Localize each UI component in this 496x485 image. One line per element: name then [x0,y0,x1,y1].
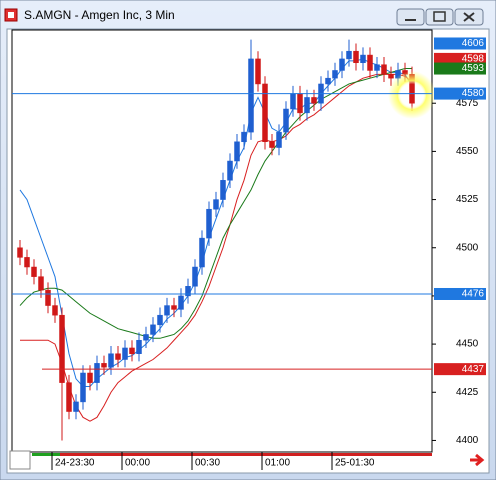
candle-body [346,50,352,60]
y-tick-label: 4500 [456,242,479,253]
candle-body [339,58,345,71]
candle-body [59,314,65,383]
price-tag-label: 4606 [462,38,485,49]
x-tick-label: 01:00 [265,458,290,469]
window-title: S.AMGN - Amgen Inc, 3 Min [24,8,175,22]
close-icon [463,12,475,22]
candle-body [332,70,338,79]
candle-body [248,58,254,133]
maximize-button[interactable] [425,8,454,26]
candle-body [269,141,275,148]
candle-body [311,97,317,104]
candle-body [220,180,226,200]
candle-body [388,74,394,79]
candle-body [213,199,219,210]
price-tag-label: 4437 [462,364,485,375]
maximize-icon [433,11,446,22]
price-tag [434,287,486,300]
candle-body [227,160,233,181]
price-tag [434,87,486,100]
moving-average-line [19,68,412,339]
session-strip-red [60,453,432,456]
candle-body [367,54,373,71]
price-tag [434,363,486,376]
candle-body [66,382,72,412]
y-tick-label: 4575 [456,98,479,109]
candle-body [164,305,170,316]
candle-body [360,54,366,64]
candle-body [325,77,331,85]
candle-body [143,334,149,341]
y-tick-label: 4450 [456,339,479,350]
candle-body [374,64,380,71]
candle-body [381,64,387,75]
candle-body [199,237,205,268]
candle-body [108,353,114,368]
candle-body [31,266,37,277]
candle-body [150,324,156,335]
candle-body [115,353,121,360]
x-tick-label: 00:00 [125,458,150,469]
candle-body [262,83,268,143]
plot-content [17,39,415,441]
candle-body [206,208,212,239]
candle-body [255,58,261,85]
candle-body [290,93,296,110]
candle-body [80,372,86,403]
y-tick-label: 4550 [456,146,479,157]
candle-body [171,305,177,310]
candle-body [276,131,282,148]
candle-body [157,314,163,326]
price-tag-label: 4598 [462,54,485,65]
candle-body [136,339,142,354]
minimize-button[interactable] [396,8,425,26]
highlight-glow [388,71,436,119]
window-icon-inner [8,12,14,18]
candle-body [185,286,191,297]
candle-body [353,50,359,64]
candle-body [45,289,51,306]
y-tick-label: 4400 [456,435,479,446]
y-tick-label: 4525 [456,194,479,205]
price-tag-label: 4580 [462,88,485,99]
candle-body [94,363,100,383]
corner-box[interactable] [9,450,31,470]
price-axis [433,30,487,452]
y-tick-label: 4425 [456,387,479,398]
candle-body [101,363,107,368]
x-tick-label: 25-01:30 [335,458,375,469]
scroll-arrow[interactable] [470,453,485,467]
price-tag-label: 4476 [462,289,485,300]
price-tag [434,52,486,65]
candle-body [129,347,135,354]
candle-body [297,93,303,114]
candle-body [52,305,58,316]
price-tag [434,62,486,75]
candle-body [241,131,247,143]
candle-body [234,141,240,162]
candle-body [283,108,289,133]
candle-body [38,276,44,291]
candle-body [304,97,310,114]
x-tick-label: 00:30 [195,458,220,469]
moving-average-line [20,73,413,422]
candle-body [122,347,128,360]
candle-body [87,372,93,383]
candle-body [17,247,23,258]
candle-body [24,257,30,268]
price-tag [434,37,486,50]
window-buttons[interactable] [396,8,484,26]
x-tick-label: 24-23:30 [55,458,95,469]
price-tag-label: 4593 [462,63,485,74]
candle-body [178,295,184,310]
candle-body [73,401,79,412]
candle-body [192,266,198,287]
